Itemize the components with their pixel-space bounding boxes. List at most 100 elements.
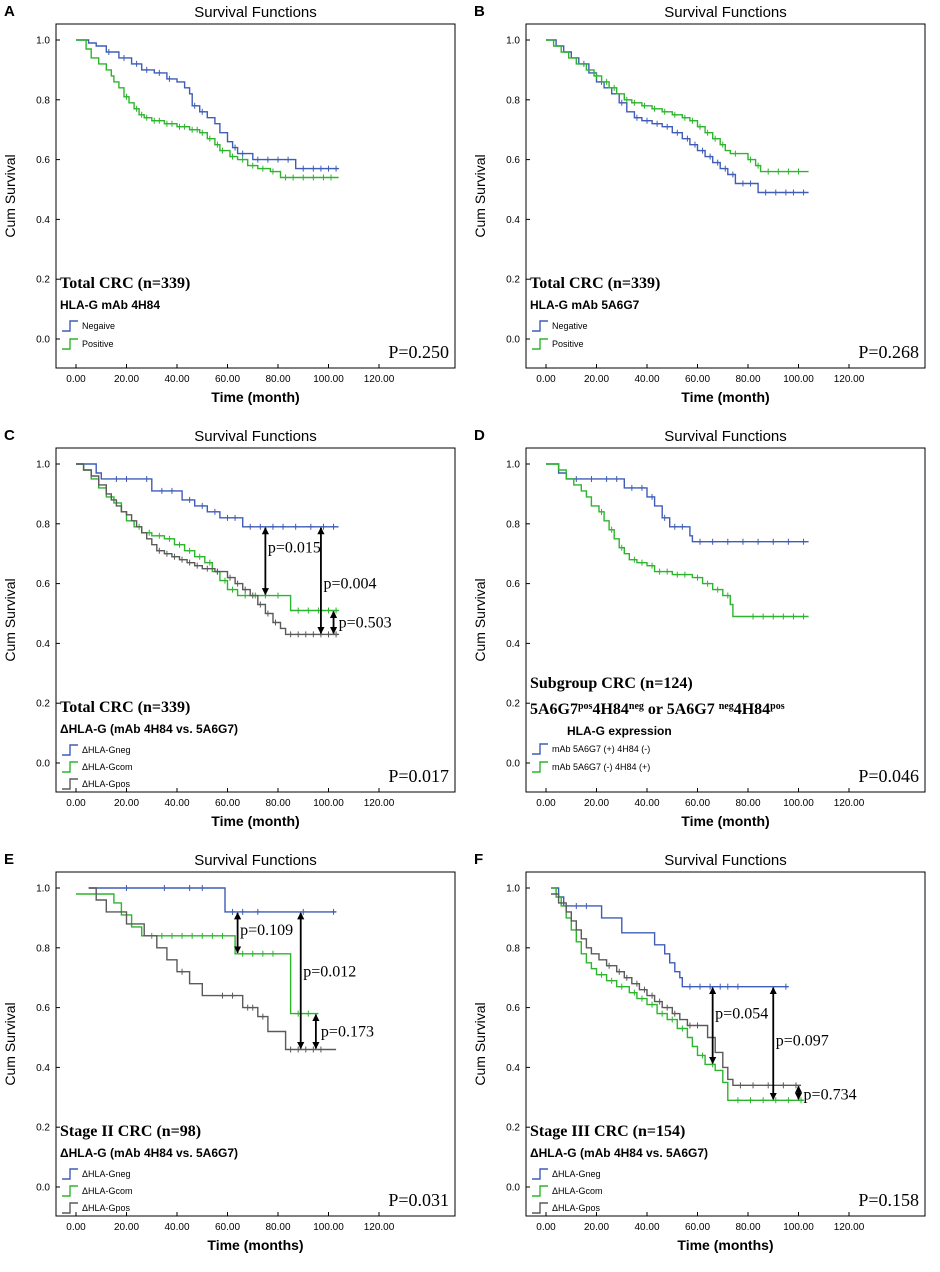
censor-mark-neg xyxy=(300,165,307,172)
legend-label: Negative xyxy=(552,321,588,331)
censor-mark-com xyxy=(138,111,145,118)
censor-mark-com xyxy=(671,111,678,118)
legend-title: HLA-G mAb 5A6G7 xyxy=(530,298,640,312)
censor-mark-com xyxy=(661,108,668,115)
censor-mark-pos xyxy=(287,1046,294,1053)
legend-label: ΔHLA-Gneg xyxy=(82,1169,131,1179)
x-tick-label: 40.00 xyxy=(164,798,189,809)
censor-mark-com xyxy=(300,174,307,181)
censor-mark-com xyxy=(704,580,711,587)
y-tick-label: 1.0 xyxy=(506,36,520,47)
censor-mark-neg xyxy=(158,487,165,494)
comparison-p-label: p=0.503 xyxy=(339,614,392,631)
censor-mark-com xyxy=(290,174,297,181)
censor-mark-com xyxy=(176,123,183,130)
censor-mark-neg xyxy=(257,523,264,530)
x-tick-label: 80.00 xyxy=(265,1222,290,1233)
censor-mark-com xyxy=(158,932,165,939)
x-tick-label: 20.00 xyxy=(114,374,139,385)
y-tick-label: 0.4 xyxy=(506,1063,520,1074)
censor-mark-neg xyxy=(724,538,731,545)
y-tick-label: 0.2 xyxy=(506,1123,520,1134)
censor-mark-com xyxy=(712,135,719,142)
censor-mark-com xyxy=(611,84,618,91)
censor-mark-neg xyxy=(638,484,645,491)
censor-mark-neg xyxy=(800,538,807,545)
censor-mark-neg xyxy=(734,983,741,990)
censor-mark-pos xyxy=(649,992,656,999)
plot-frame xyxy=(525,871,926,1217)
censor-mark-com xyxy=(214,141,221,148)
x-axis-label: Time (month) xyxy=(681,813,769,829)
censor-mark-neg xyxy=(325,165,332,172)
censor-mark-neg xyxy=(722,165,729,172)
cohort-subtitle: Total CRC (n=339) xyxy=(530,275,660,292)
censor-mark-neg xyxy=(113,475,120,482)
y-axis-label: Cum Survival xyxy=(472,578,488,661)
censor-mark-pos xyxy=(616,968,623,975)
censor-mark-neg xyxy=(232,144,239,151)
legend-swatch-com xyxy=(62,338,78,350)
censor-mark-com xyxy=(656,568,663,575)
censor-mark-com xyxy=(679,1025,686,1032)
censor-mark-neg xyxy=(161,885,168,891)
censor-mark-com xyxy=(697,123,704,130)
x-tick-label: 0.00 xyxy=(66,374,86,385)
chart-title: Survival Functions xyxy=(194,428,317,445)
x-axis-label: Time (months) xyxy=(207,1237,303,1253)
x-tick-label: 100.00 xyxy=(313,798,344,809)
plot-frame xyxy=(525,23,926,369)
censor-mark-pos xyxy=(633,980,640,987)
censor-mark-com xyxy=(176,541,183,548)
x-tick-label: 20.00 xyxy=(584,374,609,385)
legend-label: ΔHLA-Gcom xyxy=(552,1186,603,1196)
x-tick-label: 0.00 xyxy=(66,1222,86,1233)
censor-mark-pos xyxy=(606,962,613,969)
censor-mark-com xyxy=(760,1097,767,1104)
censor-mark-pos xyxy=(623,974,630,981)
censor-mark-com xyxy=(623,96,630,103)
censor-mark-com xyxy=(221,577,228,584)
censor-mark-com xyxy=(156,117,163,124)
x-tick-label: 120.00 xyxy=(364,798,395,809)
censor-mark-com xyxy=(206,135,213,142)
definition-part: 5A6G7 xyxy=(530,701,578,718)
censor-mark-com xyxy=(194,126,201,133)
censor-mark-pos xyxy=(287,631,294,638)
censor-mark-pos xyxy=(671,1010,678,1017)
y-axis-label: Cum Survival xyxy=(2,578,18,661)
legend-swatch-com xyxy=(532,338,548,350)
censor-mark-neg xyxy=(317,165,324,172)
legend-label: ΔHLA-Gpos xyxy=(82,1203,131,1213)
chart-title: Survival Functions xyxy=(664,4,787,21)
censor-mark-neg xyxy=(143,475,150,482)
censor-mark-com xyxy=(239,950,246,957)
censor-mark-neg xyxy=(697,983,704,990)
legend-swatch-neg xyxy=(62,320,78,332)
plot-frame xyxy=(55,871,456,1217)
censor-mark-com xyxy=(694,574,701,581)
legend-title: ΔHLA-G (mAb 4H84 vs. 5A6G7) xyxy=(60,1146,238,1160)
x-tick-label: 20.00 xyxy=(584,798,609,809)
chart-title: Survival Functions xyxy=(194,852,317,869)
censor-mark-com xyxy=(760,613,767,620)
censor-mark-neg xyxy=(199,108,206,115)
legend-swatch-com xyxy=(532,761,548,773)
censor-mark-com xyxy=(206,559,213,566)
subgroup-definition: 5A6G7pos4H84neg or 5A6G7 neg4H84pos xyxy=(530,701,785,719)
survival-curve-com xyxy=(76,893,319,1015)
overall-p-value: P=0.046 xyxy=(858,766,919,786)
x-tick-label: 0.00 xyxy=(536,374,556,385)
survival-curve-com xyxy=(546,39,809,173)
y-axis-label: Cum Survival xyxy=(472,154,488,237)
censor-mark-com xyxy=(719,141,726,148)
x-tick-label: 120.00 xyxy=(834,1222,865,1233)
censor-mark-com xyxy=(603,78,610,85)
censor-mark-pos xyxy=(302,631,309,638)
legend-swatch-pos xyxy=(62,778,78,790)
censor-mark-com xyxy=(593,72,600,79)
y-tick-label: 0.8 xyxy=(36,95,50,106)
superscript: pos xyxy=(578,701,593,712)
censor-mark-com xyxy=(638,559,645,566)
y-tick-label: 0.0 xyxy=(506,1183,520,1194)
